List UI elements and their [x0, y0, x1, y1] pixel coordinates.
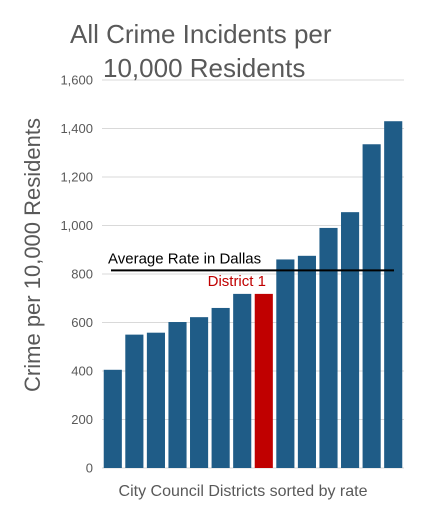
y-axis-tick-labels: 0 200 400 600 800 1,000 1,200 1,400 1,600: [60, 73, 93, 476]
y-axis-label: Crime per 10,000 Residents: [20, 118, 45, 392]
bar: [211, 307, 230, 468]
y-tick-label: 200: [71, 412, 93, 427]
bar-district-1: [254, 293, 273, 468]
bar: [297, 255, 316, 468]
bar: [125, 334, 144, 468]
bars: [103, 121, 403, 468]
bar: [276, 259, 295, 468]
y-tick-label: 600: [71, 315, 93, 330]
x-axis-label: City Council Districts sorted by rate: [119, 483, 368, 500]
y-tick-label: 400: [71, 364, 93, 379]
bar: [190, 317, 209, 468]
y-tick-label: 0: [86, 461, 93, 476]
district-1-label: District 1: [208, 273, 266, 290]
y-tick-label: 1,400: [60, 121, 93, 136]
bar: [233, 293, 252, 468]
average-rate-label: Average Rate in Dallas: [108, 250, 261, 267]
bar: [341, 212, 360, 468]
bar: [362, 144, 381, 468]
bar: [146, 332, 165, 468]
chart-title-line-1: All Crime Incidents per: [70, 19, 332, 49]
bar: [384, 121, 403, 468]
bar: [319, 227, 338, 468]
y-tick-label: 1,200: [60, 170, 93, 185]
chart-title-line-2: 10,000 Residents: [103, 53, 305, 83]
y-tick-label: 1,600: [60, 73, 93, 88]
bar: [168, 322, 187, 468]
y-tick-label: 1,000: [60, 218, 93, 233]
y-tick-label: 800: [71, 267, 93, 282]
bar: [103, 369, 122, 468]
